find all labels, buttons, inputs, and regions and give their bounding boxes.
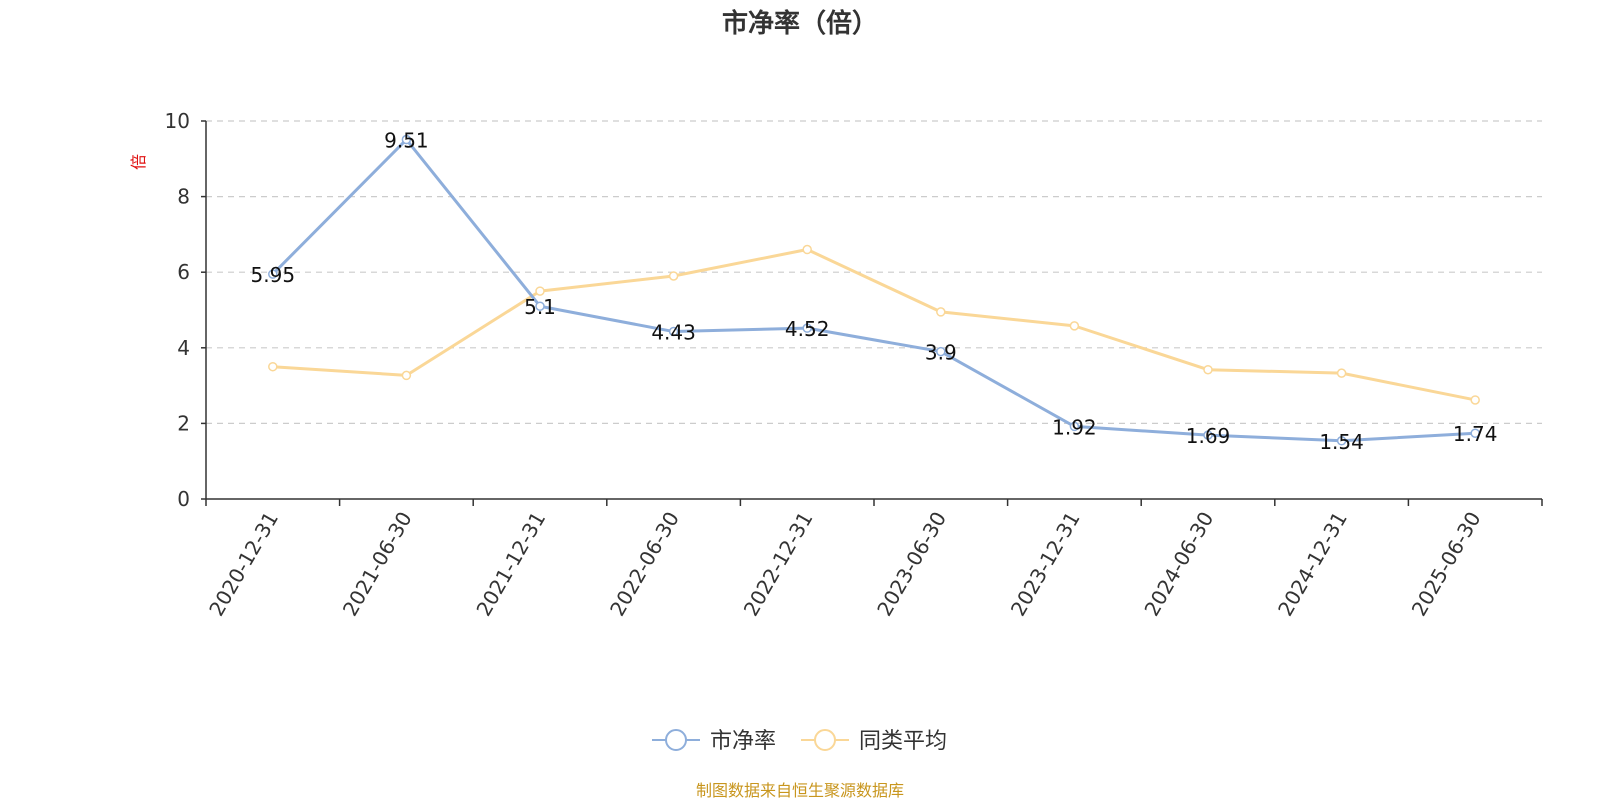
y-tick-label-8: 8	[177, 185, 190, 209]
legend-item-市净率[interactable]: 市净率	[652, 729, 776, 754]
point-同类平均-2022-12-31	[802, 244, 812, 255]
data-label-2020-12-31: 5.95	[251, 263, 296, 287]
y-tick-label-2: 2	[177, 411, 190, 435]
point-市净率-2023-12-31	[1069, 421, 1080, 432]
data-label-2023-06-30: 3.9	[925, 341, 957, 365]
axes: 0 2 4 6 8 10 2020-12-31 2021-06-30 2021-12-31 202…	[165, 109, 1543, 621]
legend-label: 同类平均	[859, 729, 947, 754]
point-市净率-2025-06-30	[1470, 428, 1480, 438]
point-市净率-2024-12-31	[1336, 436, 1347, 446]
data-label-2022-12-31: 4.52	[785, 317, 830, 341]
point-同类平均-2024-12-31	[1336, 368, 1347, 378]
x-tick-label-2025-06-30: 2025-06-30	[1407, 508, 1486, 621]
series-line-同类平均	[272, 248, 1476, 402]
y-tick-label-4: 4	[177, 336, 190, 360]
legend-swatch-marker	[665, 729, 687, 751]
data-label-2023-12-31: 1.92	[1052, 415, 1097, 439]
point-市净率-2021-12-31	[535, 301, 545, 311]
x-tick-label-2022-06-30: 2022-06-30	[605, 508, 684, 621]
point-同类平均-2023-12-31	[1069, 321, 1080, 331]
point-同类平均-2021-12-31	[535, 286, 545, 296]
legend-swatch-marker	[814, 729, 836, 751]
point-同类平均-2024-06-30	[1203, 364, 1213, 375]
x-tick-label-2021-06-30: 2021-06-30	[338, 508, 417, 621]
data-label-2021-12-31: 5.1	[524, 295, 556, 319]
point-同类平均-2021-06-30	[401, 370, 412, 381]
source-note: 制图数据来自恒生聚源数据库	[696, 781, 904, 800]
y-axis-unit: 倍	[129, 154, 148, 170]
chart-title: 市净率（倍）	[722, 8, 878, 39]
legend-label: 市净率	[710, 729, 776, 754]
x-tick-label-2023-06-30: 2023-06-30	[872, 508, 951, 621]
y-tick-label-6: 6	[177, 260, 190, 284]
data-label-2024-12-31: 1.54	[1319, 430, 1364, 454]
x-tick-label-2021-12-31: 2021-12-31	[471, 508, 550, 621]
point-同类平均-2025-06-30	[1470, 395, 1480, 405]
x-tick-label-2022-12-31: 2022-12-31	[739, 508, 818, 621]
y-tick-label-10: 10	[165, 109, 190, 133]
point-同类平均-2022-06-30	[668, 271, 679, 281]
x-tick-label-2024-06-30: 2024-06-30	[1139, 508, 1218, 621]
legend[interactable]: 市净率 同类平均	[652, 729, 947, 754]
data-labels: 5.95 9.51 5.1 4.43 4.52 3.9 1.92 1.69 1.54 1.74	[251, 129, 1498, 454]
series-line-市净率	[271, 138, 1476, 443]
point-市净率-2024-06-30	[1203, 430, 1213, 440]
grid-lines	[206, 120, 1542, 424]
point-市净率-2021-06-30	[401, 134, 412, 145]
data-label-2022-06-30: 4.43	[651, 321, 696, 345]
point-同类平均-2020-12-31	[268, 361, 278, 372]
legend-item-同类平均[interactable]: 同类平均	[801, 729, 947, 754]
data-label-2024-06-30: 1.69	[1186, 424, 1231, 448]
point-市净率-2023-06-30	[936, 346, 946, 357]
x-tick-label-2024-12-31: 2024-12-31	[1273, 508, 1352, 621]
series-lines	[268, 134, 1480, 446]
point-同类平均-2023-06-30	[936, 307, 946, 317]
point-市净率-2022-06-30	[668, 326, 679, 337]
y-tick-label-0: 0	[177, 487, 190, 511]
point-市净率-2020-12-31	[268, 269, 278, 279]
data-label-2021-06-30: 9.51	[384, 129, 429, 153]
point-市净率-2022-12-31	[802, 323, 812, 333]
data-label-2025-06-30: 1.74	[1453, 422, 1498, 446]
x-tick-label-2020-12-31: 2020-12-31	[204, 508, 283, 621]
x-tick-label-2023-12-31: 2023-12-31	[1006, 508, 1085, 621]
